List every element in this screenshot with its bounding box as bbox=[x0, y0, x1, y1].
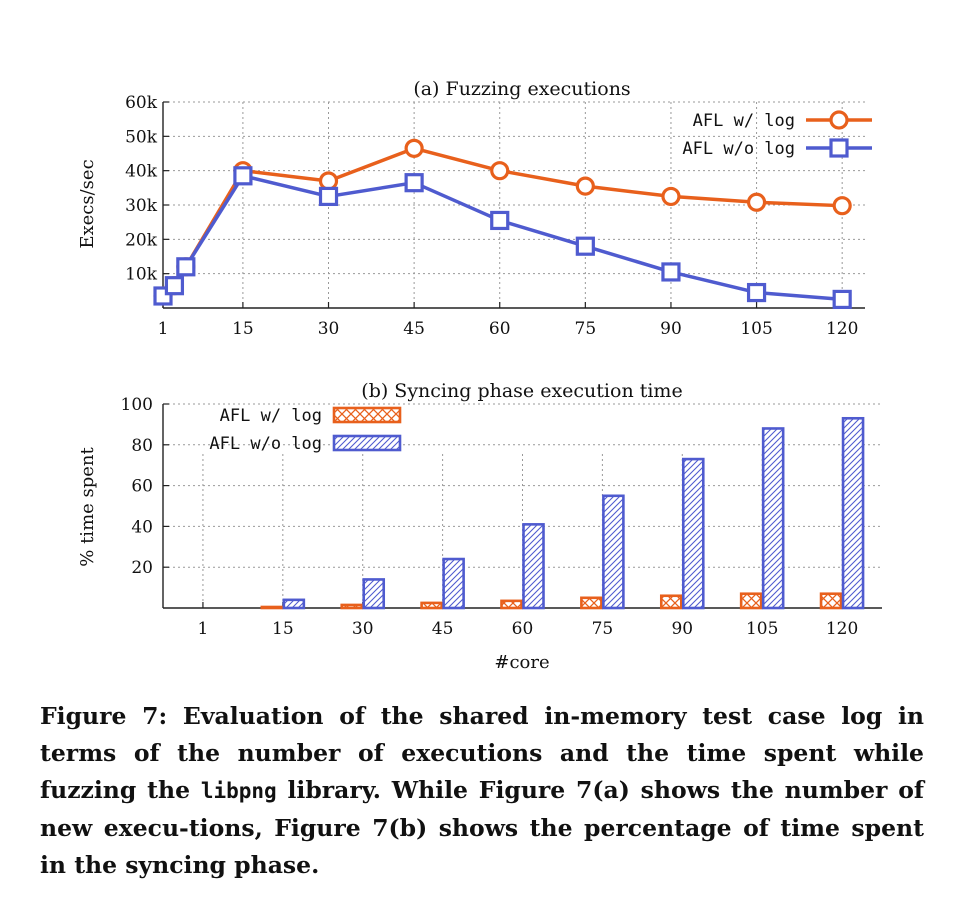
y-tick-label: 20 bbox=[131, 558, 153, 578]
data-point bbox=[832, 289, 852, 310]
y-tick-label: 100 bbox=[121, 395, 153, 415]
data-point bbox=[661, 186, 681, 207]
data-point bbox=[233, 166, 253, 186]
y-tick-label: 60k bbox=[125, 93, 158, 113]
bar bbox=[500, 599, 523, 610]
y-tick-label: 20k bbox=[125, 230, 158, 250]
legend-label: AFL w/o log bbox=[682, 139, 795, 159]
chart-title: (b) Syncing phase execution time bbox=[361, 380, 682, 402]
series-afl-with-log bbox=[260, 592, 843, 610]
y-tick-label: 30k bbox=[125, 196, 158, 216]
legend: AFL w/ log AFL w/o log bbox=[209, 406, 402, 454]
data-point bbox=[575, 236, 595, 256]
x-tick-label: 60 bbox=[489, 319, 511, 339]
legend-swatch bbox=[332, 406, 402, 424]
figure: (a) Fuzzing executions Execs/sec 10k 20k 3… bbox=[77, 78, 882, 673]
x-tick-label: 105 bbox=[740, 319, 772, 339]
x-tick-label: 60 bbox=[512, 619, 534, 639]
figure-caption: Figure 7: Evaluation of the shared in-me… bbox=[40, 698, 924, 884]
data-point bbox=[164, 276, 185, 296]
series-afl-without-log bbox=[282, 416, 865, 610]
legend-marker bbox=[829, 110, 849, 130]
legend-label: AFL w/ log bbox=[693, 111, 795, 131]
bar bbox=[522, 523, 545, 610]
y-tick-label: 60 bbox=[131, 477, 153, 497]
x-tick-label: 105 bbox=[746, 619, 778, 639]
x-tick-label: 90 bbox=[671, 619, 693, 639]
data-point bbox=[746, 282, 767, 303]
x-tick-label: 75 bbox=[592, 619, 614, 639]
y-axis-label: Execs/sec bbox=[77, 159, 98, 248]
bar bbox=[282, 598, 306, 610]
series-group bbox=[153, 138, 852, 310]
legend: AFL w/ log AFL w/o log bbox=[682, 110, 872, 159]
legend-label: AFL w/o log bbox=[209, 434, 322, 454]
legend-swatch bbox=[332, 434, 402, 452]
x-tick-label: 45 bbox=[403, 319, 425, 339]
data-point bbox=[575, 176, 595, 196]
legend-marker bbox=[829, 138, 849, 158]
data-point bbox=[746, 192, 767, 212]
y-tick-label: 50k bbox=[125, 127, 158, 147]
caption-code: libpng bbox=[200, 779, 277, 803]
x-tick-label: 45 bbox=[432, 619, 454, 639]
data-point bbox=[176, 257, 196, 277]
bar bbox=[602, 494, 625, 610]
bar bbox=[340, 603, 364, 610]
data-point bbox=[404, 173, 424, 193]
bar bbox=[442, 557, 465, 610]
x-tick-label: 75 bbox=[575, 319, 597, 339]
bar bbox=[362, 578, 386, 610]
x-tick-label: 1 bbox=[198, 619, 209, 639]
legend-label: AFL w/ log bbox=[220, 406, 322, 426]
data-point bbox=[404, 138, 424, 158]
x-tick-label: 15 bbox=[272, 619, 294, 639]
data-point bbox=[318, 171, 339, 191]
y-tick-labels: 10k 20k 30k 40k 50k 60k bbox=[125, 93, 158, 285]
data-point bbox=[832, 196, 852, 216]
series-line bbox=[161, 174, 843, 302]
data-point bbox=[661, 262, 681, 282]
chart-syncing-phase: (b) Syncing phase execution time % time … bbox=[77, 380, 882, 673]
chart-fuzzing-executions: (a) Fuzzing executions Execs/sec 10k 20k 3… bbox=[77, 78, 872, 339]
bar bbox=[659, 594, 683, 610]
bar bbox=[841, 416, 865, 610]
data-point bbox=[318, 186, 339, 207]
data-point bbox=[490, 210, 510, 231]
series-afl-without-log bbox=[153, 166, 852, 310]
bar bbox=[761, 427, 785, 610]
bar bbox=[580, 596, 603, 610]
bar bbox=[739, 592, 763, 610]
y-tick-label: 80 bbox=[131, 436, 153, 456]
x-tick-label: 1 bbox=[158, 319, 169, 339]
chart-title: (a) Fuzzing executions bbox=[413, 78, 630, 100]
y-tick-label: 40k bbox=[125, 162, 158, 182]
bar bbox=[420, 601, 443, 610]
grid bbox=[163, 101, 865, 308]
x-tick-label: 30 bbox=[318, 319, 340, 339]
x-axis-label: #core bbox=[494, 652, 549, 673]
y-axis-label: % time spent bbox=[77, 446, 98, 566]
x-tick-label: 90 bbox=[660, 319, 682, 339]
caption-text-1: Figure 7: Evaluation of the shared in-me… bbox=[40, 702, 924, 804]
data-point bbox=[490, 161, 510, 181]
caption-text-2: library. While Figure 7(a) shows the num… bbox=[40, 776, 924, 879]
bar bbox=[681, 457, 705, 610]
x-tick-label: 15 bbox=[232, 319, 254, 339]
bar bbox=[819, 592, 843, 610]
x-tick-label: 30 bbox=[352, 619, 374, 639]
y-tick-label: 40 bbox=[131, 517, 153, 537]
x-tick-labels: 1 15 30 45 60 75 90 105 120 bbox=[158, 319, 859, 339]
x-tick-label: 120 bbox=[826, 619, 858, 639]
bars-group bbox=[260, 416, 865, 610]
x-tick-labels: 1 15 30 45 60 75 90 105 120 bbox=[198, 619, 859, 639]
x-tick-label: 120 bbox=[826, 319, 858, 339]
bar bbox=[260, 605, 284, 610]
y-tick-labels: 20 40 60 80 100 bbox=[121, 395, 153, 578]
y-tick-label: 10k bbox=[125, 265, 158, 285]
